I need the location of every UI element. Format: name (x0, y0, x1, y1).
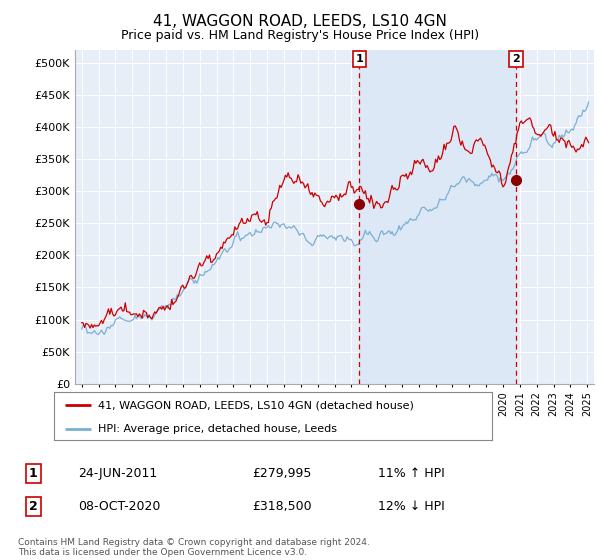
Text: £318,500: £318,500 (252, 500, 311, 514)
Text: 41, WAGGON ROAD, LEEDS, LS10 4GN (detached house): 41, WAGGON ROAD, LEEDS, LS10 4GN (detach… (98, 400, 413, 410)
Text: Price paid vs. HM Land Registry's House Price Index (HPI): Price paid vs. HM Land Registry's House … (121, 29, 479, 42)
Text: £279,995: £279,995 (252, 466, 311, 480)
Text: 41, WAGGON ROAD, LEEDS, LS10 4GN: 41, WAGGON ROAD, LEEDS, LS10 4GN (153, 14, 447, 29)
Bar (359, 50, 516, 384)
Text: 1: 1 (356, 54, 364, 64)
Text: 12% ↓ HPI: 12% ↓ HPI (378, 500, 445, 514)
Text: 2: 2 (512, 54, 520, 64)
Text: HPI: Average price, detached house, Leeds: HPI: Average price, detached house, Leed… (98, 424, 337, 434)
Text: Contains HM Land Registry data © Crown copyright and database right 2024.
This d: Contains HM Land Registry data © Crown c… (18, 538, 370, 557)
Text: 24-JUN-2011: 24-JUN-2011 (78, 466, 157, 480)
Text: 08-OCT-2020: 08-OCT-2020 (78, 500, 160, 514)
Text: 2: 2 (29, 500, 37, 514)
Text: 1: 1 (29, 466, 37, 480)
Text: 11% ↑ HPI: 11% ↑ HPI (378, 466, 445, 480)
